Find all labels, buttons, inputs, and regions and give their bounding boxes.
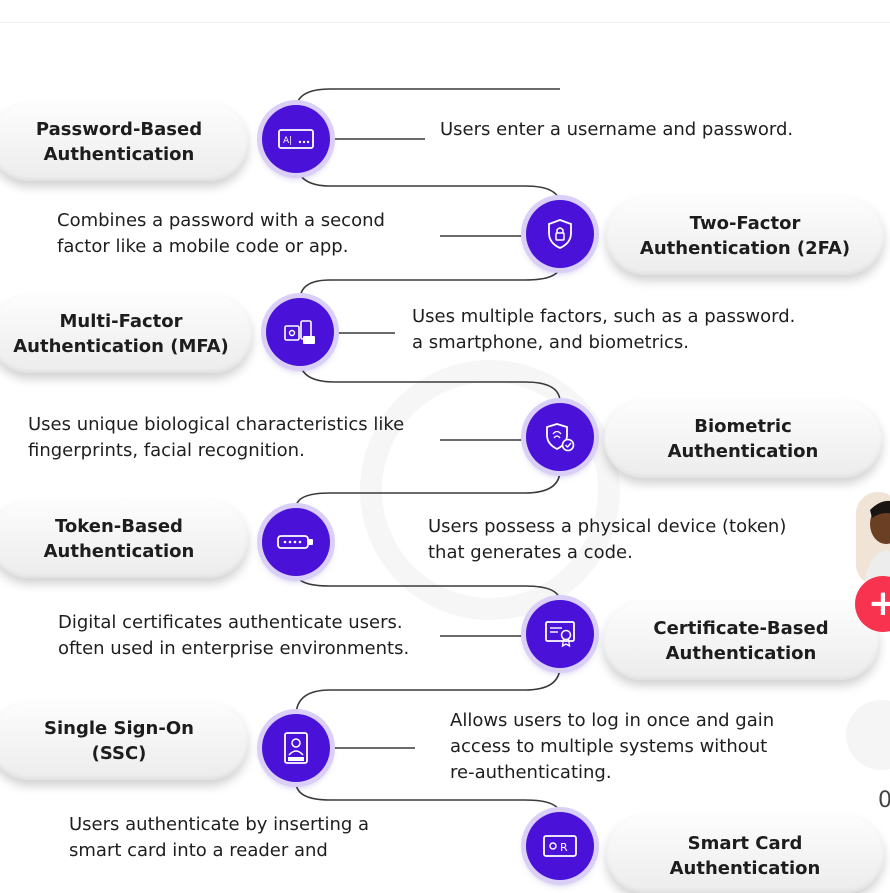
description-line: Uses unique biological characteristics l… — [28, 414, 405, 435]
password-field-icon: A| — [278, 129, 314, 149]
plus-icon: + — [867, 583, 890, 624]
method-title-line: Multi-Factor — [59, 311, 183, 332]
method-pill-token: Token-Based Authentication — [0, 500, 248, 578]
method-title-line: Authentication — [43, 144, 195, 165]
svg-text:A|: A| — [283, 136, 292, 146]
method-pill-mfa: Multi-Factor Authentication (MFA) — [0, 295, 252, 373]
multi-device-icon — [284, 320, 315, 344]
method-pill-sso: Single Sign-On (SSC) — [0, 702, 248, 780]
certificate-icon — [545, 621, 575, 648]
smart-card-icon: R — [543, 835, 577, 857]
description-line: factor like a mobile code or app. — [57, 236, 349, 257]
method-circle-token — [262, 508, 330, 576]
method-description: Uses multiple factors, such as a passwor… — [412, 304, 795, 356]
method-description: Combines a password with a second factor… — [57, 208, 385, 260]
method-description: Users authenticate by inserting a smart … — [69, 812, 369, 864]
method-description: Users possess a physical device (token) … — [428, 514, 786, 566]
description-line: Digital certificates authenticate users. — [58, 612, 403, 633]
method-circle-2fa — [526, 200, 594, 268]
description-line: a smartphone, and biometrics. — [412, 332, 690, 353]
method-circle-mfa — [266, 298, 334, 366]
method-description: Allows users to log in once and gain acc… — [450, 708, 774, 786]
method-circle-certificate — [526, 600, 594, 668]
method-title-line: Single Sign-On — [44, 718, 194, 739]
method-pill-smartcard: Smart Card Authentication — [606, 815, 884, 893]
method-title-line: (SSC) — [91, 743, 147, 764]
method-pill-biometric: Biometric Authentication — [604, 400, 882, 478]
id-badge-icon — [284, 732, 308, 764]
timeline-connectors — [295, 88, 561, 816]
method-circle-biometric — [526, 403, 594, 471]
method-circle-sso — [262, 714, 330, 782]
like-count: 0 — [878, 788, 890, 813]
method-title-line: Biometric — [694, 416, 792, 437]
method-title-line: Authentication — [43, 541, 195, 562]
method-title-line: Smart Card — [687, 833, 803, 854]
method-title-line: Authentication — [667, 441, 819, 462]
method-title-line: Authentication (MFA) — [13, 336, 229, 357]
description-line: Users authenticate by inserting a — [69, 814, 370, 835]
method-pill-2fa: Two-Factor Authentication (2FA) — [606, 197, 884, 275]
description-line: Users enter a username and password. — [440, 119, 794, 140]
description-line: Users possess a physical device (token) — [428, 516, 787, 537]
method-circle-password: A| — [262, 105, 330, 173]
method-title-line: Certificate-Based — [653, 618, 829, 639]
token-device-icon — [277, 535, 313, 549]
method-title-line: Password-Based — [35, 119, 203, 140]
method-description: Digital certificates authenticate users.… — [58, 610, 409, 662]
description-line: fingerprints, facial recognition. — [28, 440, 305, 461]
description-line: Uses multiple factors, such as a passwor… — [412, 306, 796, 327]
svg-text:R: R — [560, 841, 568, 854]
method-title-line: Token-Based — [55, 516, 183, 537]
description-line: smart card into a reader and — [69, 840, 328, 861]
description-line: Combines a password with a second — [57, 210, 385, 231]
description-line: that generates a code. — [428, 542, 633, 563]
method-pill-password: Password-Based Authentication — [0, 103, 248, 181]
method-title-line: Authentication — [665, 643, 817, 664]
method-title-line: Authentication — [669, 858, 821, 879]
method-circle-smartcard: R — [526, 812, 594, 880]
description-line: Allows users to log in once and gain — [450, 710, 775, 731]
method-pill-certificate: Certificate-Based Authentication — [603, 602, 879, 680]
top-bar — [0, 0, 890, 23]
creator-avatar[interactable] — [856, 492, 890, 586]
description-line: access to multiple systems without — [450, 736, 768, 757]
description-line: re-authenticating. — [450, 762, 612, 783]
method-description: Users enter a username and password. — [440, 117, 793, 143]
method-title-line: Authentication (2FA) — [639, 238, 851, 259]
description-line: often used in enterprise environments. — [58, 638, 410, 659]
avatar-portrait-icon — [856, 492, 890, 586]
method-description: Uses unique biological characteristics l… — [28, 412, 404, 464]
method-title-line: Two-Factor — [689, 213, 801, 234]
shield-lock-icon — [548, 219, 572, 249]
biometric-shield-icon — [546, 423, 575, 452]
